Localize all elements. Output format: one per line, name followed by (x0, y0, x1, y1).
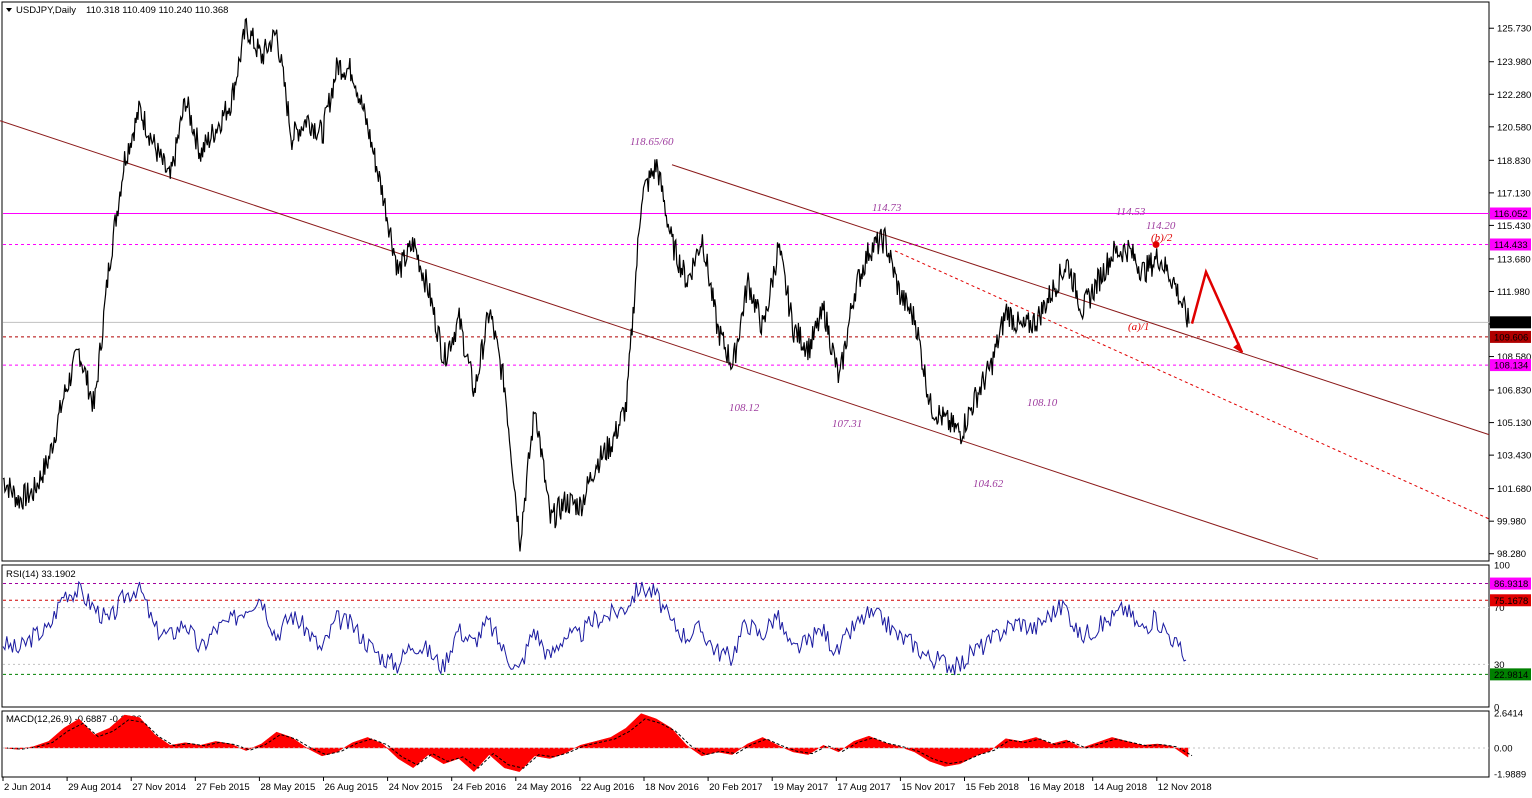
price-annotation: (a)/1 (1128, 321, 1149, 333)
price-annotation: 118.65/60 (630, 136, 674, 148)
level-badge (1490, 207, 1531, 220)
axis-layer: 125.730 123.980 122.280 120.580 118.830 117.1… (2, 24, 1531, 793)
y-tick-label: 113.680 (1497, 254, 1531, 265)
level-badge-label: 109.606 (1494, 332, 1528, 343)
y-tick-label: 123.980 (1497, 57, 1531, 68)
y-tick-label: 111.980 (1497, 287, 1530, 298)
price-line (2, 17, 1190, 552)
dropdown-triangle-icon[interactable] (6, 8, 12, 12)
rsi-level-badge-label: 75.1678 (1494, 596, 1528, 607)
ohlc-values: 110.318 110.409 110.240 110.368 (86, 5, 228, 16)
price-annotation: 107.31 (832, 418, 862, 430)
x-tick-label: 26 Aug 2015 (325, 782, 378, 793)
channel-dashed-line (894, 250, 1490, 520)
rsi-level-badge (1490, 594, 1531, 607)
price-annotation: (b)/2 (1151, 232, 1173, 244)
level-badge-label: 116.052 (1494, 209, 1528, 220)
y-tick-label: 99.980 (1497, 517, 1526, 528)
y-tick-label: 125.730 (1497, 24, 1531, 35)
level-badge-label: 108.134 (1494, 361, 1528, 372)
x-tick-label: 24 May 2016 (517, 782, 572, 793)
x-tick-label: 14 Aug 2018 (1094, 782, 1147, 793)
projection-arrowhead (1233, 342, 1243, 354)
macd-chart-layer (2, 713, 1489, 773)
x-tick-label: 29 Aug 2014 (68, 782, 121, 793)
y-tick-label: 118.830 (1497, 156, 1531, 167)
x-tick-label: 19 May 2017 (773, 782, 828, 793)
macd-header: MACD(12,26,9) -0.6887 -0.3686 (6, 714, 142, 725)
main-panel (1, 1, 1490, 562)
y-tick-label: 117.130 (1497, 188, 1531, 199)
x-tick-label: 16 May 2018 (1030, 782, 1085, 793)
rsi-panel (1, 564, 1490, 708)
x-tick-label: 24 Feb 2016 (453, 782, 506, 793)
rsi-level-badge (1490, 577, 1531, 590)
y-tick-label: 103.430 (1497, 451, 1531, 462)
y-tick-label: 105.130 (1497, 418, 1531, 429)
rsi-y-tick-label: 70 (1494, 603, 1505, 614)
x-tick-label: 24 Nov 2015 (389, 782, 443, 793)
rsi-y-tick-label: 0 (1494, 703, 1499, 714)
price-annotation: 108.12 (729, 402, 760, 414)
y-tick-label: 106.830 (1497, 386, 1531, 397)
projection-arrow-path (1190, 268, 1244, 353)
y-tick-label: 101.680 (1497, 484, 1531, 495)
y-tick-label: 98.280 (1497, 549, 1526, 560)
level-badge (1490, 330, 1531, 343)
price-annotation: 114.20 (1146, 220, 1176, 232)
macd-y-tick-label: -1.9889 (1494, 770, 1526, 781)
rsi-level-badge (1490, 668, 1531, 681)
wave-b-point-marker (1152, 241, 1160, 249)
x-tick-label: 2 Jun 2014 (4, 782, 51, 793)
x-tick-label: 27 Nov 2014 (132, 782, 186, 793)
x-tick-label: 20 Feb 2017 (709, 782, 762, 793)
x-tick-label: 15 Feb 2018 (966, 782, 1019, 793)
macd-y-tick-label: 2.6414 (1494, 709, 1523, 720)
rsi-header: RSI(14) 33.1902 (6, 569, 76, 580)
rsi-y-tick-label: 100 (1494, 561, 1510, 572)
y-tick-label: 120.580 (1497, 122, 1531, 133)
rsi-line (2, 580, 1187, 676)
symbol-title: USDJPY,Daily (16, 5, 76, 16)
x-tick-label: 12 Nov 2018 (1158, 782, 1212, 793)
macd-y-tick-label: 0.00 (1494, 743, 1513, 754)
level-badge (1490, 359, 1531, 372)
level-badge (1490, 316, 1531, 329)
level-badge-label: 110.368 (1494, 318, 1528, 329)
x-tick-label: 22 Aug 2016 (581, 782, 634, 793)
x-tick-label: 15 Nov 2017 (901, 782, 955, 793)
x-tick-label: 28 May 2015 (260, 782, 315, 793)
price-annotation: 114.73 (872, 202, 902, 214)
macd-signal-line (6, 718, 1193, 769)
rsi-y-tick-label: 30 (1494, 660, 1505, 671)
level-badge (1490, 238, 1531, 251)
x-tick-label: 17 Aug 2017 (837, 782, 890, 793)
channel-lower-line (0, 120, 1319, 560)
price-annotation: 114.53 (1116, 206, 1146, 218)
price-annotation: 104.62 (973, 478, 1004, 490)
rsi-level-badge-label: 86.9318 (1494, 579, 1528, 590)
level-badge-label: 114.433 (1494, 240, 1528, 251)
rsi-chart-layer (2, 580, 1489, 676)
x-tick-label: 18 Nov 2016 (645, 782, 699, 793)
y-tick-label: 108.580 (1497, 352, 1531, 363)
rsi-level-badge-label: 22.9814 (1494, 670, 1528, 681)
y-tick-label: 115.430 (1497, 221, 1531, 232)
macd-panel (1, 710, 1490, 778)
channel-upper-line (671, 164, 1490, 436)
x-tick-label: 27 Feb 2015 (196, 782, 249, 793)
price-annotation: 108.10 (1027, 397, 1058, 409)
y-tick-label: 122.280 (1497, 90, 1531, 101)
